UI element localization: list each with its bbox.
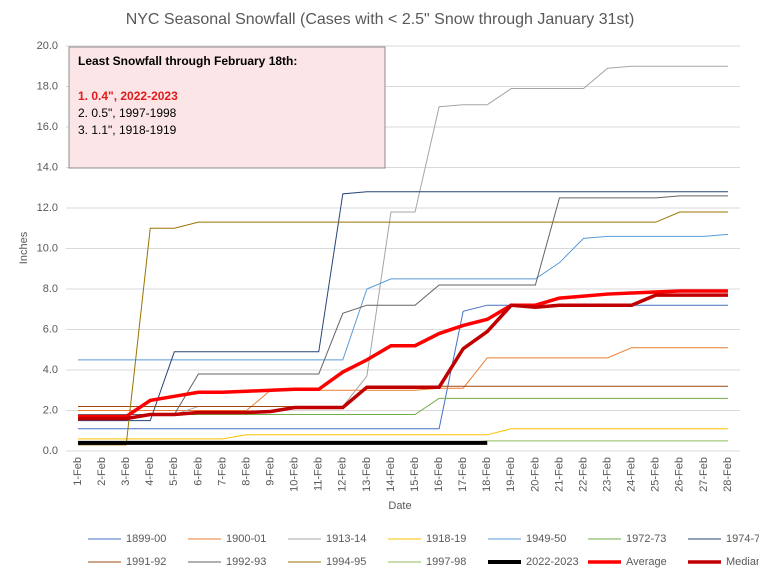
legend-label: Median (726, 556, 759, 568)
y-tick-label: 2.0 (43, 404, 58, 416)
series-line (78, 289, 728, 419)
legend-label: 1994-95 (326, 556, 366, 568)
y-tick-label: 0.0 (43, 445, 58, 457)
legend-label: 1991-92 (126, 556, 166, 568)
x-tick-label: 21-Feb (553, 457, 565, 492)
x-tick-label: 26-Feb (674, 457, 686, 492)
x-tick-label: 13-Feb (361, 457, 373, 492)
x-tick-label: 18-Feb (481, 457, 493, 492)
x-tick-label: 9-Feb (265, 457, 277, 486)
y-tick-label: 8.0 (43, 283, 58, 295)
x-tick-label: 22-Feb (577, 457, 589, 492)
x-tick-label: 6-Feb (192, 457, 204, 486)
x-tick-label: 15-Feb (409, 457, 421, 492)
annotation-title: Least Snowfall through February 18th: (78, 54, 297, 68)
x-tick-label: 19-Feb (505, 457, 517, 492)
series-line (78, 211, 728, 446)
series-line (78, 293, 728, 421)
legend-label: 1974-75 (726, 533, 759, 545)
x-tick-label: 8-Feb (240, 457, 252, 486)
legend-label: 1900-01 (226, 533, 266, 545)
x-tick-label: 5-Feb (168, 457, 180, 486)
x-tick-label: 28-Feb (722, 457, 734, 492)
y-tick-label: 6.0 (43, 323, 58, 335)
y-tick-label: 12.0 (37, 202, 58, 214)
x-tick-label: 4-Feb (144, 457, 156, 486)
annotation-item: 2. 0.5", 1997-1998 (78, 106, 177, 120)
x-tick-label: 20-Feb (529, 457, 541, 492)
legend-label: 1997-98 (426, 556, 466, 568)
x-tick-label: 7-Feb (216, 457, 228, 486)
annotation-box (68, 46, 386, 169)
x-tick-label: 17-Feb (457, 457, 469, 492)
x-tick-label: 14-Feb (385, 457, 397, 492)
legend-label: 2022-2023 (526, 556, 579, 568)
x-tick-label: 11-Feb (313, 457, 325, 491)
series-line (78, 428, 728, 440)
x-axis-label: Date (388, 500, 411, 512)
series-line (78, 65, 728, 416)
x-tick-label: 24-Feb (626, 457, 638, 492)
y-tick-label: 14.0 (37, 161, 58, 173)
x-tick-label: 2-Feb (96, 457, 108, 486)
x-tick-label: 1-Feb (72, 457, 84, 486)
legend-label: 1992-93 (226, 556, 266, 568)
y-tick-label: 20.0 (37, 40, 58, 52)
series-line (78, 233, 729, 361)
x-tick-label: 16-Feb (433, 457, 445, 492)
y-tick-label: 4.0 (43, 364, 58, 376)
y-tick-label: 10.0 (37, 242, 58, 254)
x-tick-label: 27-Feb (698, 457, 710, 492)
legend-label: 1913-14 (326, 533, 366, 545)
x-tick-label: 10-Feb (289, 457, 301, 492)
annotation-item: 3. 1.1", 1918-1919 (78, 123, 177, 137)
series-line (78, 191, 728, 422)
x-tick-label: 3-Feb (120, 457, 132, 486)
legend-label: 1949-50 (526, 533, 566, 545)
y-tick-label: 16.0 (37, 121, 58, 133)
x-tick-label: 12-Feb (337, 457, 349, 492)
y-tick-label: 18.0 (37, 80, 58, 92)
legend-label: Average (626, 556, 667, 568)
x-tick-label: 23-Feb (602, 457, 614, 492)
legend-label: 1899-00 (126, 533, 166, 545)
chart-title: NYC Seasonal Snowfall (Cases with < 2.5"… (126, 11, 635, 28)
x-tick-label: 25-Feb (650, 457, 662, 492)
legend-label: 1972-73 (626, 533, 666, 545)
legend-label: 1918-19 (426, 533, 466, 545)
y-axis-label: Inches (18, 231, 30, 264)
annotation-item: 1. 0.4", 2022-2023 (78, 89, 178, 103)
series-line (78, 347, 728, 411)
